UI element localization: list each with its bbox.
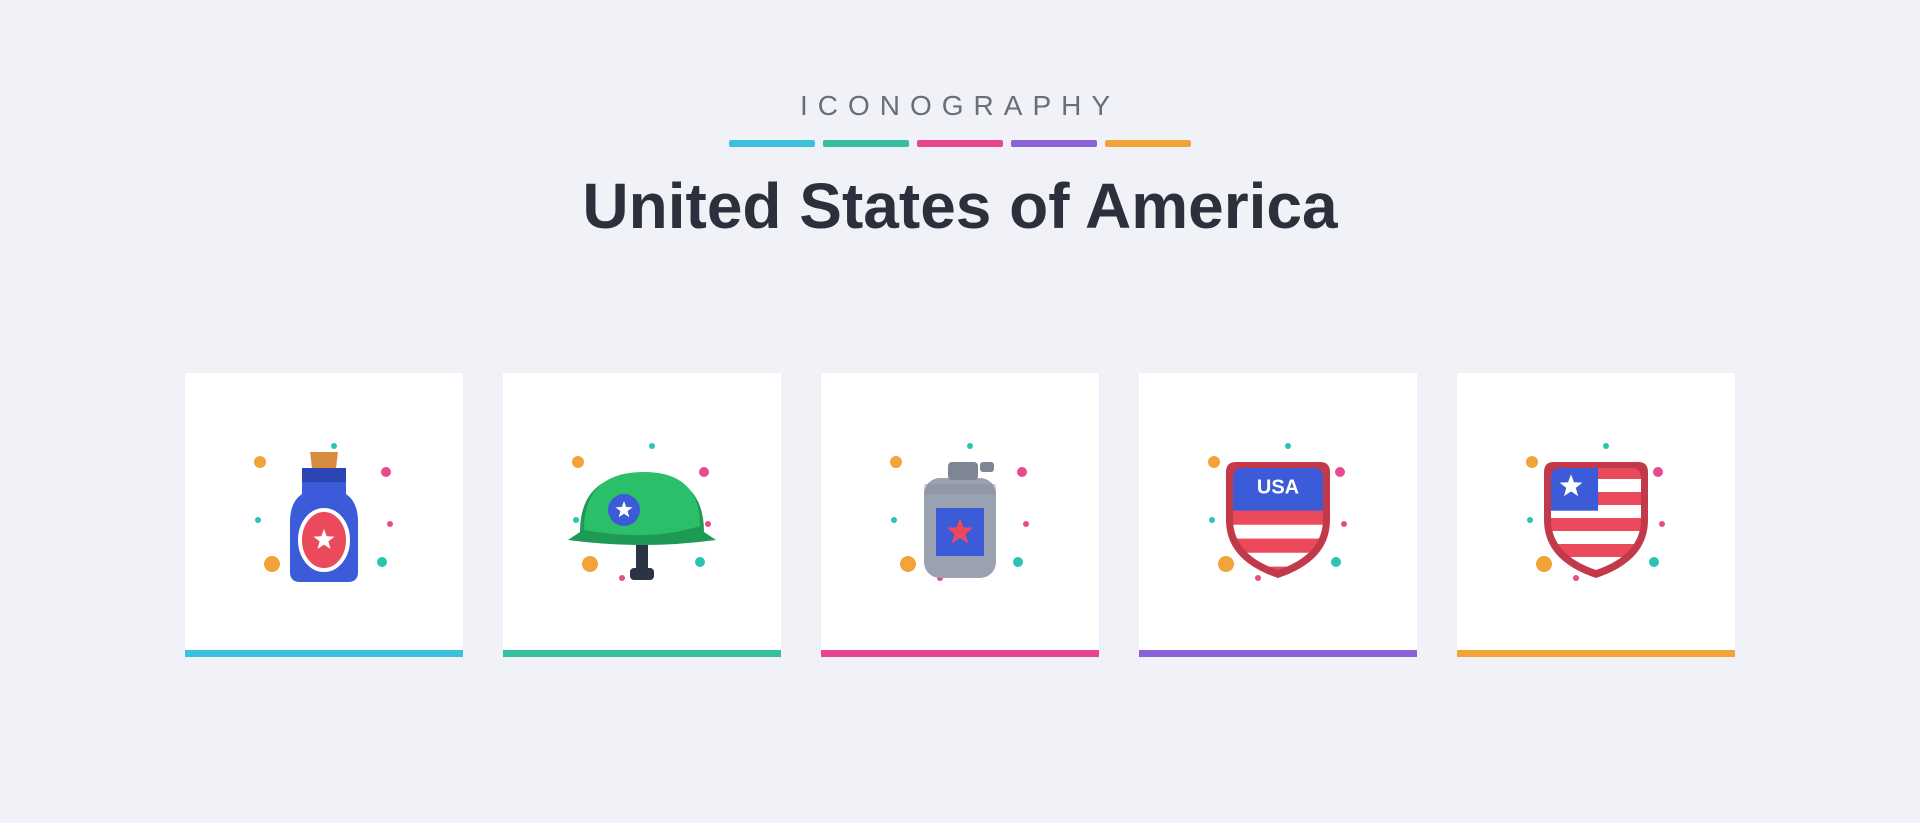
flask-icon xyxy=(821,373,1099,651)
shield-usa-icon: USA xyxy=(1139,373,1417,651)
shield-flag-icon xyxy=(1457,373,1735,651)
header-accent-bars xyxy=(582,140,1337,147)
overline: ICONOGRAPHY xyxy=(582,90,1337,122)
tile-underline xyxy=(1139,650,1417,657)
header: ICONOGRAPHY United States of America xyxy=(582,90,1337,243)
icon-tile: USA xyxy=(1139,373,1417,657)
tile-underline xyxy=(503,650,781,657)
icon-tile xyxy=(503,373,781,657)
icon-tile xyxy=(185,373,463,657)
icon-tile xyxy=(821,373,1099,657)
tile-underline xyxy=(821,650,1099,657)
icon-tile xyxy=(1457,373,1735,657)
icon-grid: USA xyxy=(185,373,1735,657)
tile-underline xyxy=(185,650,463,657)
helmet-icon xyxy=(503,373,781,651)
svg-text:USA: USA xyxy=(1257,476,1299,498)
tile-underline xyxy=(1457,650,1735,657)
bottle-icon xyxy=(185,373,463,651)
page-title: United States of America xyxy=(582,169,1337,243)
